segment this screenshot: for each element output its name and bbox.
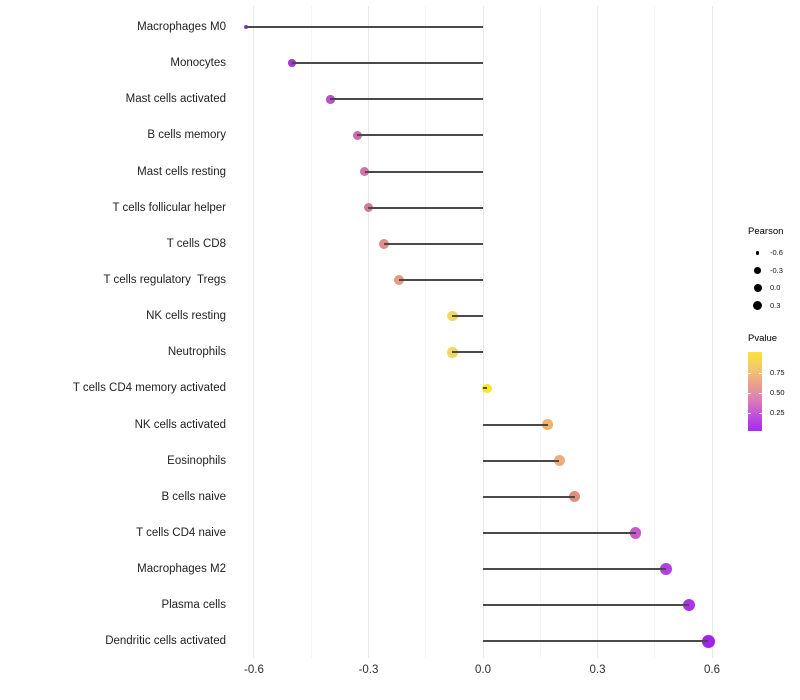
category-label: Plasma cells — [161, 599, 226, 612]
x-tick-label: 0.3 — [589, 664, 606, 676]
legend-size-dot — [753, 284, 762, 293]
pvalue-colorbar — [748, 352, 762, 431]
lollipop-stem — [383, 242, 483, 245]
gridline-minor — [654, 6, 656, 658]
lollipop-stem — [452, 315, 483, 318]
category-label: T cells CD8 — [166, 237, 226, 250]
lollipop-stem — [399, 278, 483, 281]
lollipop-dot — [701, 634, 715, 648]
colorbar-tick-mark — [759, 372, 762, 375]
lollipop-dot — [542, 419, 554, 430]
legend-size-label: -0.6 — [770, 248, 783, 257]
lollipop-stem — [483, 387, 487, 390]
lollipop-stem — [483, 495, 575, 498]
legend-pvalue-title: Pvalue — [748, 333, 778, 344]
gridline-major — [597, 6, 598, 658]
category-label: T cells regulatory Tregs — [103, 273, 226, 286]
category-label: B cells memory — [147, 129, 226, 142]
lollipop-dot — [363, 203, 374, 213]
category-label: T cells CD4 naive — [136, 526, 226, 539]
category-label: Monocytes — [170, 57, 226, 70]
colorbar-tick-label: 0.50 — [770, 388, 785, 398]
legend-size-dot — [754, 267, 761, 274]
legend-size-dot — [755, 251, 760, 255]
lollipop-stem — [246, 26, 483, 28]
lollipop-stem — [483, 604, 690, 607]
colorbar-tick-mark — [748, 372, 751, 375]
lollipop-dot — [553, 455, 565, 467]
category-label: Neutrophils — [167, 346, 226, 359]
legend-size-label: 0.0 — [770, 283, 781, 293]
category-label: Dendritic cells activated — [105, 635, 226, 648]
gridline-minor — [425, 6, 427, 658]
lollipop-stem — [357, 134, 483, 137]
category-label: Mast cells resting — [137, 165, 226, 178]
gridline-minor — [539, 6, 541, 658]
colorbar-tick-mark — [748, 412, 751, 415]
lollipop-stem — [368, 206, 483, 209]
lollipop-stem — [330, 98, 483, 101]
legend-pearson-title: Pearson — [748, 226, 784, 237]
category-label: Eosinophils — [167, 454, 226, 467]
colorbar-tick-mark — [759, 412, 762, 415]
x-tick-label: -0.3 — [358, 664, 379, 676]
category-label: NK cells resting — [146, 310, 226, 323]
lollipop-stem — [364, 170, 483, 173]
x-tick-label: -0.6 — [244, 664, 264, 676]
lollipop-stem — [292, 62, 483, 65]
gridline-major — [482, 6, 484, 658]
lollipop-stem — [483, 531, 636, 534]
legend-size-dot — [753, 301, 762, 311]
category-label: B cells naive — [161, 490, 226, 503]
gridline-major — [711, 6, 713, 658]
lollipop-dot — [359, 166, 370, 177]
colorbar-tick-mark — [759, 392, 762, 395]
category-label: Macrophages M2 — [137, 563, 226, 576]
category-label: Mast cells activated — [125, 93, 226, 106]
legend-size-label: 0.3 — [770, 300, 781, 310]
category-label: NK cells activated — [134, 418, 226, 431]
x-tick-label: 0.0 — [475, 664, 491, 676]
colorbar-tick-label: 0.25 — [770, 408, 785, 418]
lollipop-stem — [483, 568, 667, 571]
gridline-major — [367, 6, 369, 658]
lollipop-stem — [483, 423, 548, 426]
lollipop-dot — [683, 599, 696, 612]
category-label: Macrophages M0 — [137, 21, 226, 33]
lollipop-stem — [483, 640, 709, 643]
lollipop-stem — [452, 351, 483, 354]
lollipop-dot — [660, 563, 673, 576]
x-tick-label: 0.6 — [704, 664, 721, 676]
lollipop-stem — [483, 459, 560, 462]
category-label: T cells CD4 memory activated — [72, 382, 226, 395]
category-label: T cells follicular helper — [112, 201, 226, 214]
gridline-major — [253, 6, 255, 658]
colorbar-tick-label: 0.75 — [770, 368, 785, 378]
legend-size-label: -0.3 — [770, 265, 783, 275]
gridline-minor — [310, 6, 312, 658]
lollipop-dot — [569, 491, 581, 503]
colorbar-tick-mark — [748, 392, 751, 395]
